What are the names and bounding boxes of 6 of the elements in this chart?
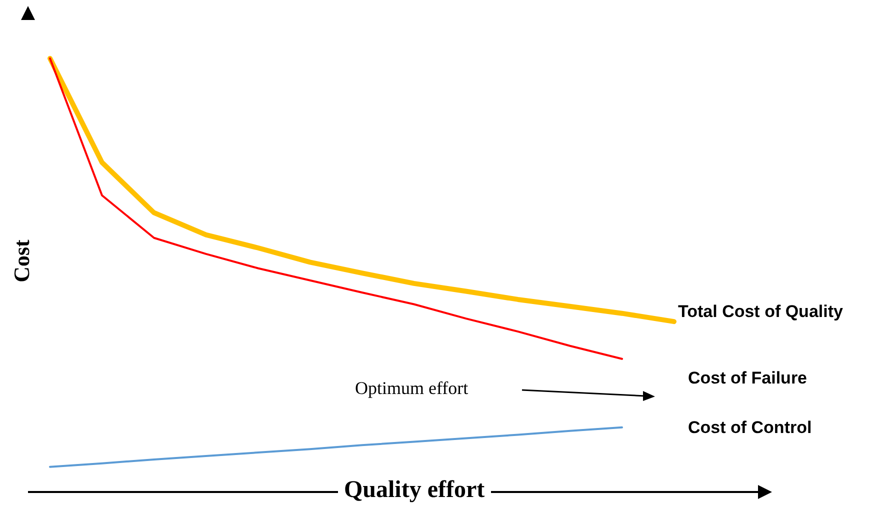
series-label: Total Cost of Quality xyxy=(678,302,844,322)
annotation: Optimum effort xyxy=(355,378,468,399)
text: Cost of Failure xyxy=(688,368,808,388)
y-axis-title: Cost xyxy=(9,238,35,284)
x-axis-title: Quality effort xyxy=(338,477,491,504)
text: Cost of Control xyxy=(688,418,812,437)
